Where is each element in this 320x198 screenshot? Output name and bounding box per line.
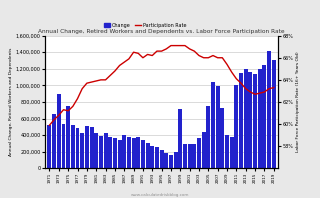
Bar	[183, 144, 187, 168]
Bar	[253, 74, 257, 168]
Bar	[104, 133, 108, 168]
Bar	[122, 135, 126, 168]
Bar	[192, 144, 196, 168]
Bar	[47, 125, 52, 168]
Bar	[230, 137, 234, 168]
Y-axis label: Annual Change, Retired Workers and Dependents: Annual Change, Retired Workers and Depen…	[9, 48, 13, 156]
Bar	[61, 124, 66, 168]
Y-axis label: Labor Force Participation Rate (16+ Years Old): Labor Force Participation Rate (16+ Year…	[296, 52, 300, 152]
Title: Annual Change, Retired Workers and Dependents vs. Labor Force Participation Rate: Annual Change, Retired Workers and Depen…	[38, 29, 285, 34]
Bar	[197, 138, 201, 168]
Bar	[202, 132, 206, 168]
Text: www.calculatedriskblog.com: www.calculatedriskblog.com	[131, 193, 189, 197]
Bar	[220, 108, 224, 168]
Bar	[248, 72, 252, 168]
Bar	[244, 69, 248, 168]
Bar	[211, 82, 215, 168]
Legend: Change, Participation Rate: Change, Participation Rate	[102, 21, 188, 30]
Bar	[132, 138, 136, 168]
Bar	[52, 114, 56, 168]
Bar	[258, 69, 262, 168]
Bar	[117, 140, 122, 168]
Bar	[127, 137, 131, 168]
Bar	[71, 125, 75, 168]
Bar	[76, 128, 79, 168]
Bar	[272, 60, 276, 168]
Bar	[225, 135, 229, 168]
Bar	[85, 126, 89, 168]
Bar	[216, 86, 220, 168]
Bar	[174, 152, 178, 168]
Bar	[155, 147, 159, 168]
Bar	[136, 137, 140, 168]
Bar	[108, 137, 112, 168]
Bar	[146, 143, 149, 168]
Bar	[267, 51, 271, 168]
Bar	[66, 106, 70, 168]
Bar	[141, 140, 145, 168]
Bar	[234, 85, 238, 168]
Bar	[164, 152, 168, 168]
Bar	[169, 155, 173, 168]
Bar	[80, 133, 84, 168]
Bar	[188, 144, 192, 168]
Bar	[239, 73, 243, 168]
Bar	[150, 146, 154, 168]
Bar	[160, 150, 164, 168]
Bar	[94, 133, 98, 168]
Bar	[99, 136, 103, 168]
Bar	[90, 127, 93, 168]
Bar	[113, 138, 117, 168]
Bar	[178, 109, 182, 168]
Bar	[57, 94, 61, 168]
Bar	[262, 66, 266, 168]
Bar	[206, 106, 210, 168]
